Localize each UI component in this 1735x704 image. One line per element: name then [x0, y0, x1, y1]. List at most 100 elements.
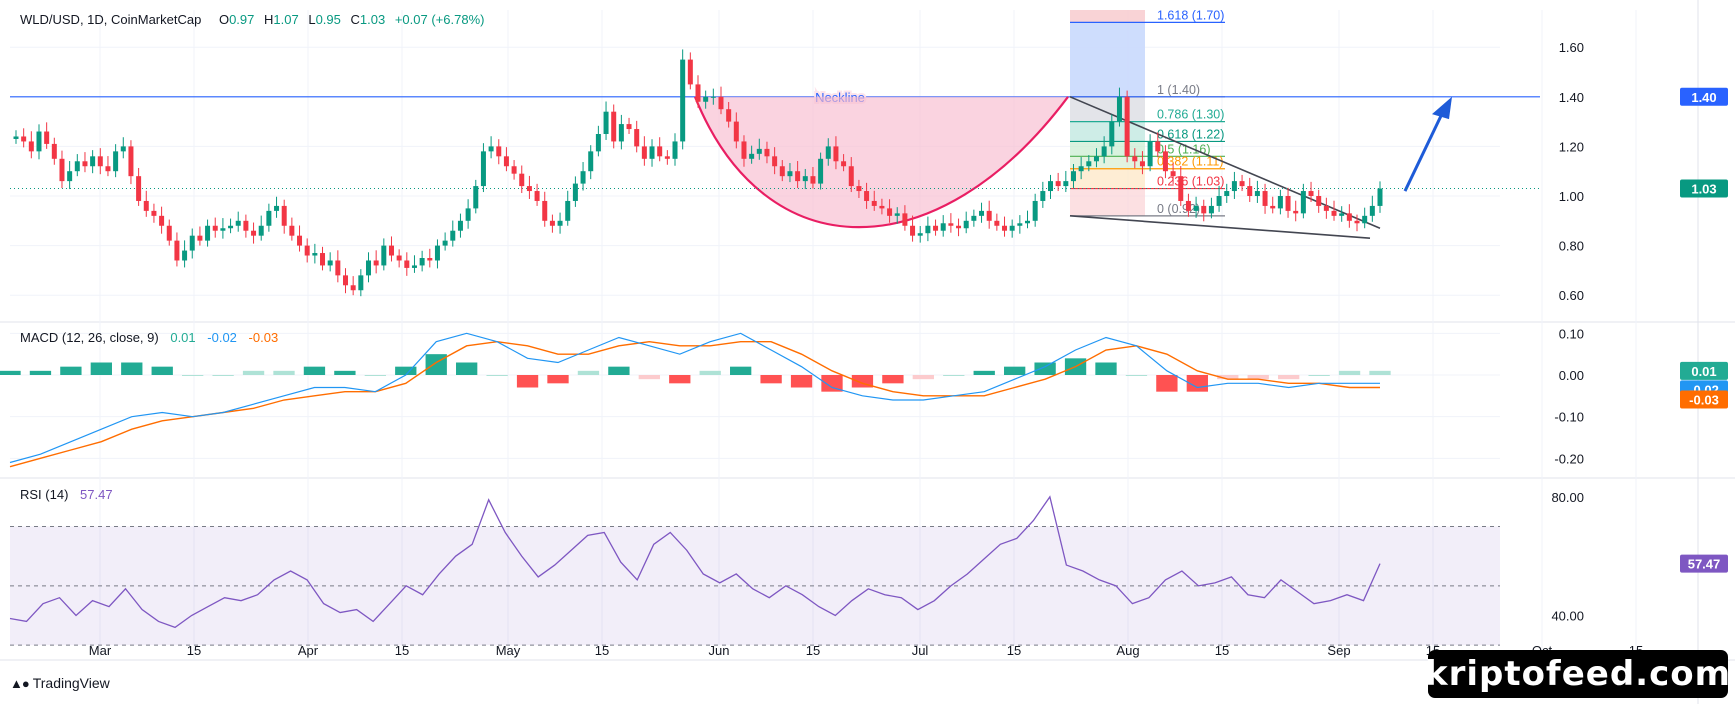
time-tick-label: Jun	[709, 643, 730, 658]
candle-body	[810, 176, 816, 184]
candle-body	[120, 146, 126, 152]
breakout-arrow-head	[1432, 96, 1452, 120]
candle-body	[1293, 210, 1299, 214]
rsi-badge-0: 57.47	[1688, 557, 1721, 572]
macd-histogram-bar	[242, 370, 265, 375]
watermark: kriptofeed.com	[1425, 650, 1730, 698]
candle-body	[304, 245, 310, 256]
candle-body	[925, 225, 931, 234]
macd-histogram-bar	[1308, 375, 1330, 376]
candle-body	[220, 228, 226, 231]
candle-body	[289, 225, 295, 236]
candle-body	[1300, 191, 1306, 214]
macd-histogram-bar	[516, 375, 539, 388]
candle-body	[1093, 156, 1099, 162]
macd-badge-2: -0.03	[1689, 393, 1719, 408]
candle-body	[373, 260, 379, 266]
candle-body	[174, 240, 180, 261]
candle-body	[979, 210, 985, 216]
time-tick-label: May	[496, 643, 521, 658]
candle-body	[795, 171, 801, 182]
candle-body	[634, 129, 640, 147]
candle-body	[664, 156, 670, 159]
macd-histogram-bar	[1095, 362, 1117, 375]
candle-body	[266, 210, 272, 226]
price-tick-label: 1.20	[1559, 139, 1584, 154]
candle-body	[320, 253, 326, 266]
macd-histogram-bar	[151, 366, 173, 375]
rsi-title[interactable]: RSI (14)	[20, 487, 69, 502]
candle-body	[649, 146, 655, 159]
candle-body	[764, 148, 770, 157]
macd-histogram-bar	[1034, 362, 1056, 375]
candle-body	[526, 186, 532, 192]
tradingview-logo-icon: ▲●	[10, 675, 30, 691]
candle-body	[243, 220, 249, 231]
candle-body	[13, 136, 19, 139]
macd-histogram-bar	[456, 362, 478, 375]
candle-body	[189, 235, 195, 251]
candle-body	[1070, 171, 1076, 182]
candle-body	[1277, 196, 1283, 209]
candle-body	[1316, 196, 1322, 206]
macd-histogram-bar	[699, 370, 721, 375]
candle-body	[603, 111, 609, 134]
candle-body	[887, 208, 893, 216]
macd-histogram-bar	[882, 375, 904, 384]
macd-histogram-bar	[1156, 375, 1178, 392]
macd-signal-line	[9, 340, 1380, 468]
breakout-arrow	[1403, 111, 1445, 192]
rsi-line	[9, 495, 1381, 629]
candle-body	[680, 59, 686, 142]
rsi-tick-label: 40.00	[1551, 609, 1584, 624]
macd-histogram-bar	[303, 366, 326, 375]
candle-body	[549, 220, 555, 226]
time-tick-label: 15	[1215, 643, 1229, 658]
candle-body	[871, 200, 877, 206]
fib-level-label: 0.236 (1.03)	[1157, 175, 1224, 189]
macd-histogram-bar	[790, 375, 813, 388]
time-tick-label: Aug	[1116, 643, 1139, 658]
candle-body	[741, 141, 747, 159]
candle-body	[1247, 186, 1253, 196]
candle-body	[1346, 213, 1352, 221]
tradingview-logo[interactable]: ▲● TradingView	[10, 675, 110, 691]
candle-body	[1040, 191, 1046, 201]
fib-level-label: 0.5 (1.16)	[1157, 142, 1211, 156]
candle-body	[1254, 191, 1260, 196]
candle-body	[1047, 181, 1053, 192]
macd-histogram-bar	[0, 370, 21, 375]
candle-body	[749, 153, 755, 159]
candle-body	[388, 245, 394, 256]
candle-body	[450, 230, 456, 241]
candle-body	[917, 233, 923, 236]
candle-body	[519, 173, 525, 187]
candle-body	[726, 109, 732, 122]
macd-histogram-bar	[395, 366, 417, 375]
candle-body	[864, 191, 870, 201]
candle-body	[1308, 191, 1314, 196]
candle-body	[818, 158, 824, 184]
candle-body	[411, 265, 417, 268]
candle-body	[166, 225, 172, 241]
candle-body	[457, 220, 463, 231]
macd-histogram-bar	[364, 375, 386, 376]
candle-body	[434, 245, 440, 261]
open-key: O	[218, 12, 230, 27]
candle-body	[1032, 200, 1038, 221]
candle-body	[1086, 161, 1092, 167]
macd-title[interactable]: MACD (12, 26, close, 9)	[20, 330, 159, 345]
candle-body	[1025, 220, 1031, 224]
candle-body	[641, 146, 647, 159]
macd-histogram-bar	[1217, 375, 1239, 380]
candle-body	[595, 134, 601, 152]
time-tick-label: 15	[395, 643, 409, 658]
candle-body	[473, 186, 479, 209]
candle-body	[565, 200, 571, 221]
candle-body	[1362, 215, 1368, 224]
price-tick-label: 1.40	[1559, 90, 1584, 105]
symbol-label[interactable]: WLD/USD, 1D, CoinMarketCap	[20, 12, 202, 27]
price-badge-1: 1.03	[1691, 182, 1716, 197]
candle-body	[1116, 96, 1122, 122]
